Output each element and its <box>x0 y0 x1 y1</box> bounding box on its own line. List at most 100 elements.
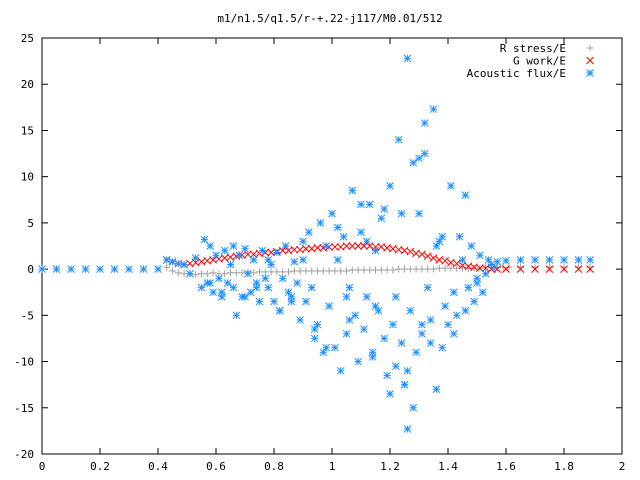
data-point <box>438 343 447 352</box>
data-point <box>345 283 354 292</box>
data-point <box>574 265 583 273</box>
data-point <box>270 297 278 306</box>
data-point <box>325 302 333 310</box>
data-point <box>209 288 217 297</box>
data-point <box>391 292 400 301</box>
x-tick-label: 1.8 <box>554 460 574 473</box>
data-point <box>180 260 188 269</box>
x-tick-label: 1 <box>329 460 336 473</box>
data-point <box>394 135 403 144</box>
data-point <box>197 283 206 292</box>
plot-area <box>38 54 594 433</box>
data-point <box>432 242 441 250</box>
data-point <box>531 265 539 273</box>
data-point <box>38 265 46 273</box>
data-point <box>362 237 371 246</box>
data-point <box>169 267 176 275</box>
data-point <box>403 425 412 433</box>
y-tick-label: 15 <box>21 124 34 137</box>
data-point <box>461 306 470 315</box>
data-point <box>252 283 261 292</box>
data-point <box>560 256 568 264</box>
data-point <box>275 306 284 315</box>
data-point <box>403 54 412 63</box>
data-point <box>244 269 252 278</box>
data-point <box>354 242 362 250</box>
data-point <box>545 256 554 264</box>
data-point <box>162 256 171 264</box>
data-point <box>333 256 342 264</box>
data-point <box>342 292 351 301</box>
data-point <box>360 325 368 334</box>
data-point <box>423 283 432 292</box>
data-point <box>403 366 412 375</box>
data-point <box>206 279 215 287</box>
data-point <box>409 403 418 412</box>
data-point <box>299 256 307 264</box>
data-point <box>420 149 429 158</box>
x-tick-label: 0.4 <box>148 460 168 473</box>
data-point <box>192 271 200 279</box>
data-point <box>374 306 383 315</box>
y-tick-label: -5 <box>21 309 34 322</box>
data-point <box>458 256 467 264</box>
legend-marker <box>586 44 594 52</box>
data-point <box>412 348 420 357</box>
data-point <box>302 244 310 253</box>
data-point <box>336 366 345 375</box>
data-point <box>505 263 513 271</box>
data-point <box>365 200 374 209</box>
data-point <box>217 288 226 297</box>
data-point <box>232 311 241 320</box>
data-point <box>455 232 464 241</box>
legend-label: G work/E <box>513 55 566 68</box>
data-point <box>432 385 441 394</box>
x-tick-label: 0.6 <box>206 460 226 473</box>
data-point <box>586 265 594 273</box>
data-point <box>426 316 435 324</box>
data-point <box>391 362 400 371</box>
data-point <box>441 302 449 310</box>
legend-marker <box>586 69 594 77</box>
data-point <box>285 268 292 276</box>
data-point <box>290 257 299 266</box>
data-point <box>423 252 432 261</box>
data-point <box>278 274 287 283</box>
data-point <box>223 279 232 287</box>
data-point <box>493 257 502 266</box>
data-point <box>264 283 273 292</box>
data-point <box>351 311 360 320</box>
data-point <box>215 274 223 283</box>
data-point <box>415 209 423 218</box>
data-point <box>96 265 104 273</box>
data-point <box>380 205 389 213</box>
legend-marker <box>586 56 594 65</box>
data-point <box>441 256 449 265</box>
data-point <box>377 214 386 223</box>
data-point <box>343 267 350 275</box>
data-point <box>313 243 322 252</box>
data-point <box>293 279 302 287</box>
data-point <box>380 334 389 343</box>
data-point <box>342 329 351 338</box>
data-point <box>186 269 194 278</box>
y-tick-label: 10 <box>21 171 34 184</box>
data-point <box>449 329 458 338</box>
data-point <box>516 256 525 264</box>
data-point <box>426 339 435 347</box>
data-point <box>516 265 525 273</box>
data-point <box>331 343 339 352</box>
data-point <box>415 154 423 163</box>
data-point <box>258 246 267 255</box>
data-point <box>281 242 290 250</box>
data-point <box>449 288 458 297</box>
data-point <box>139 265 148 273</box>
data-point <box>406 306 415 315</box>
data-point <box>299 237 307 246</box>
data-point <box>473 279 481 287</box>
data-point <box>447 182 455 190</box>
data-point <box>310 334 319 343</box>
data-point <box>255 297 264 306</box>
legend-label: R stress/E <box>500 42 566 55</box>
chart-title: m1/n1.5/q1.5/r-+.22-j117/M0.01/512 <box>217 12 442 25</box>
